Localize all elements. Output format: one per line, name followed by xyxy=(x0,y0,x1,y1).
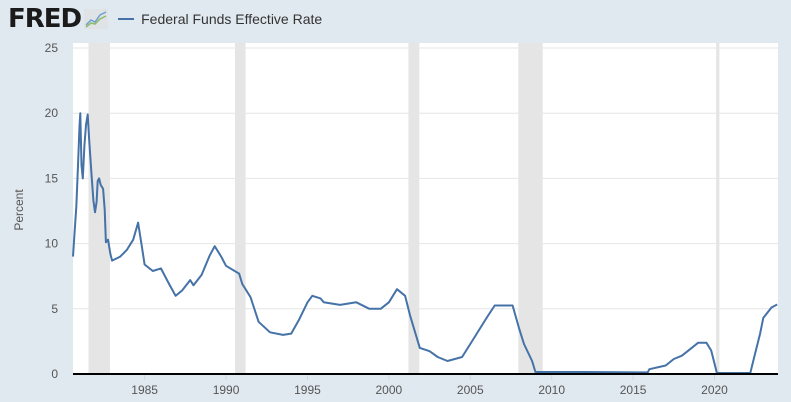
x-tick-label: 2015 xyxy=(620,383,647,397)
y-tick-label: 0 xyxy=(51,367,58,381)
x-tick-label: 2005 xyxy=(457,383,484,397)
fred-logo[interactable]: FRED xyxy=(8,4,82,34)
line-chart-icon xyxy=(84,9,109,29)
chart-header: FRED Federal Funds Effective Rate xyxy=(8,4,322,34)
y-tick-label: 5 xyxy=(51,302,58,316)
recession-band xyxy=(408,43,420,374)
recession-band xyxy=(518,43,543,374)
x-tick-label: 1990 xyxy=(213,383,240,397)
recession-band xyxy=(235,43,246,374)
y-tick-label: 15 xyxy=(45,171,59,185)
x-tick-label: 1985 xyxy=(131,383,158,397)
x-tick-label: 2010 xyxy=(538,383,565,397)
x-tick-label: 2020 xyxy=(701,383,728,397)
x-tick-label: 2000 xyxy=(376,383,403,397)
y-tick-label: 20 xyxy=(45,106,59,120)
y-axis-label: Percent xyxy=(12,189,26,231)
x-tick-label: 1995 xyxy=(294,383,321,397)
recession-band xyxy=(88,43,110,374)
legend-label: Federal Funds Effective Rate xyxy=(141,11,323,27)
y-tick-label: 25 xyxy=(45,41,59,55)
legend-swatch xyxy=(118,18,135,20)
y-tick-label: 10 xyxy=(45,237,59,251)
legend-item[interactable]: Federal Funds Effective Rate xyxy=(118,11,322,27)
series-line xyxy=(72,112,778,374)
recession-band xyxy=(716,43,720,374)
plot-area xyxy=(73,43,778,374)
